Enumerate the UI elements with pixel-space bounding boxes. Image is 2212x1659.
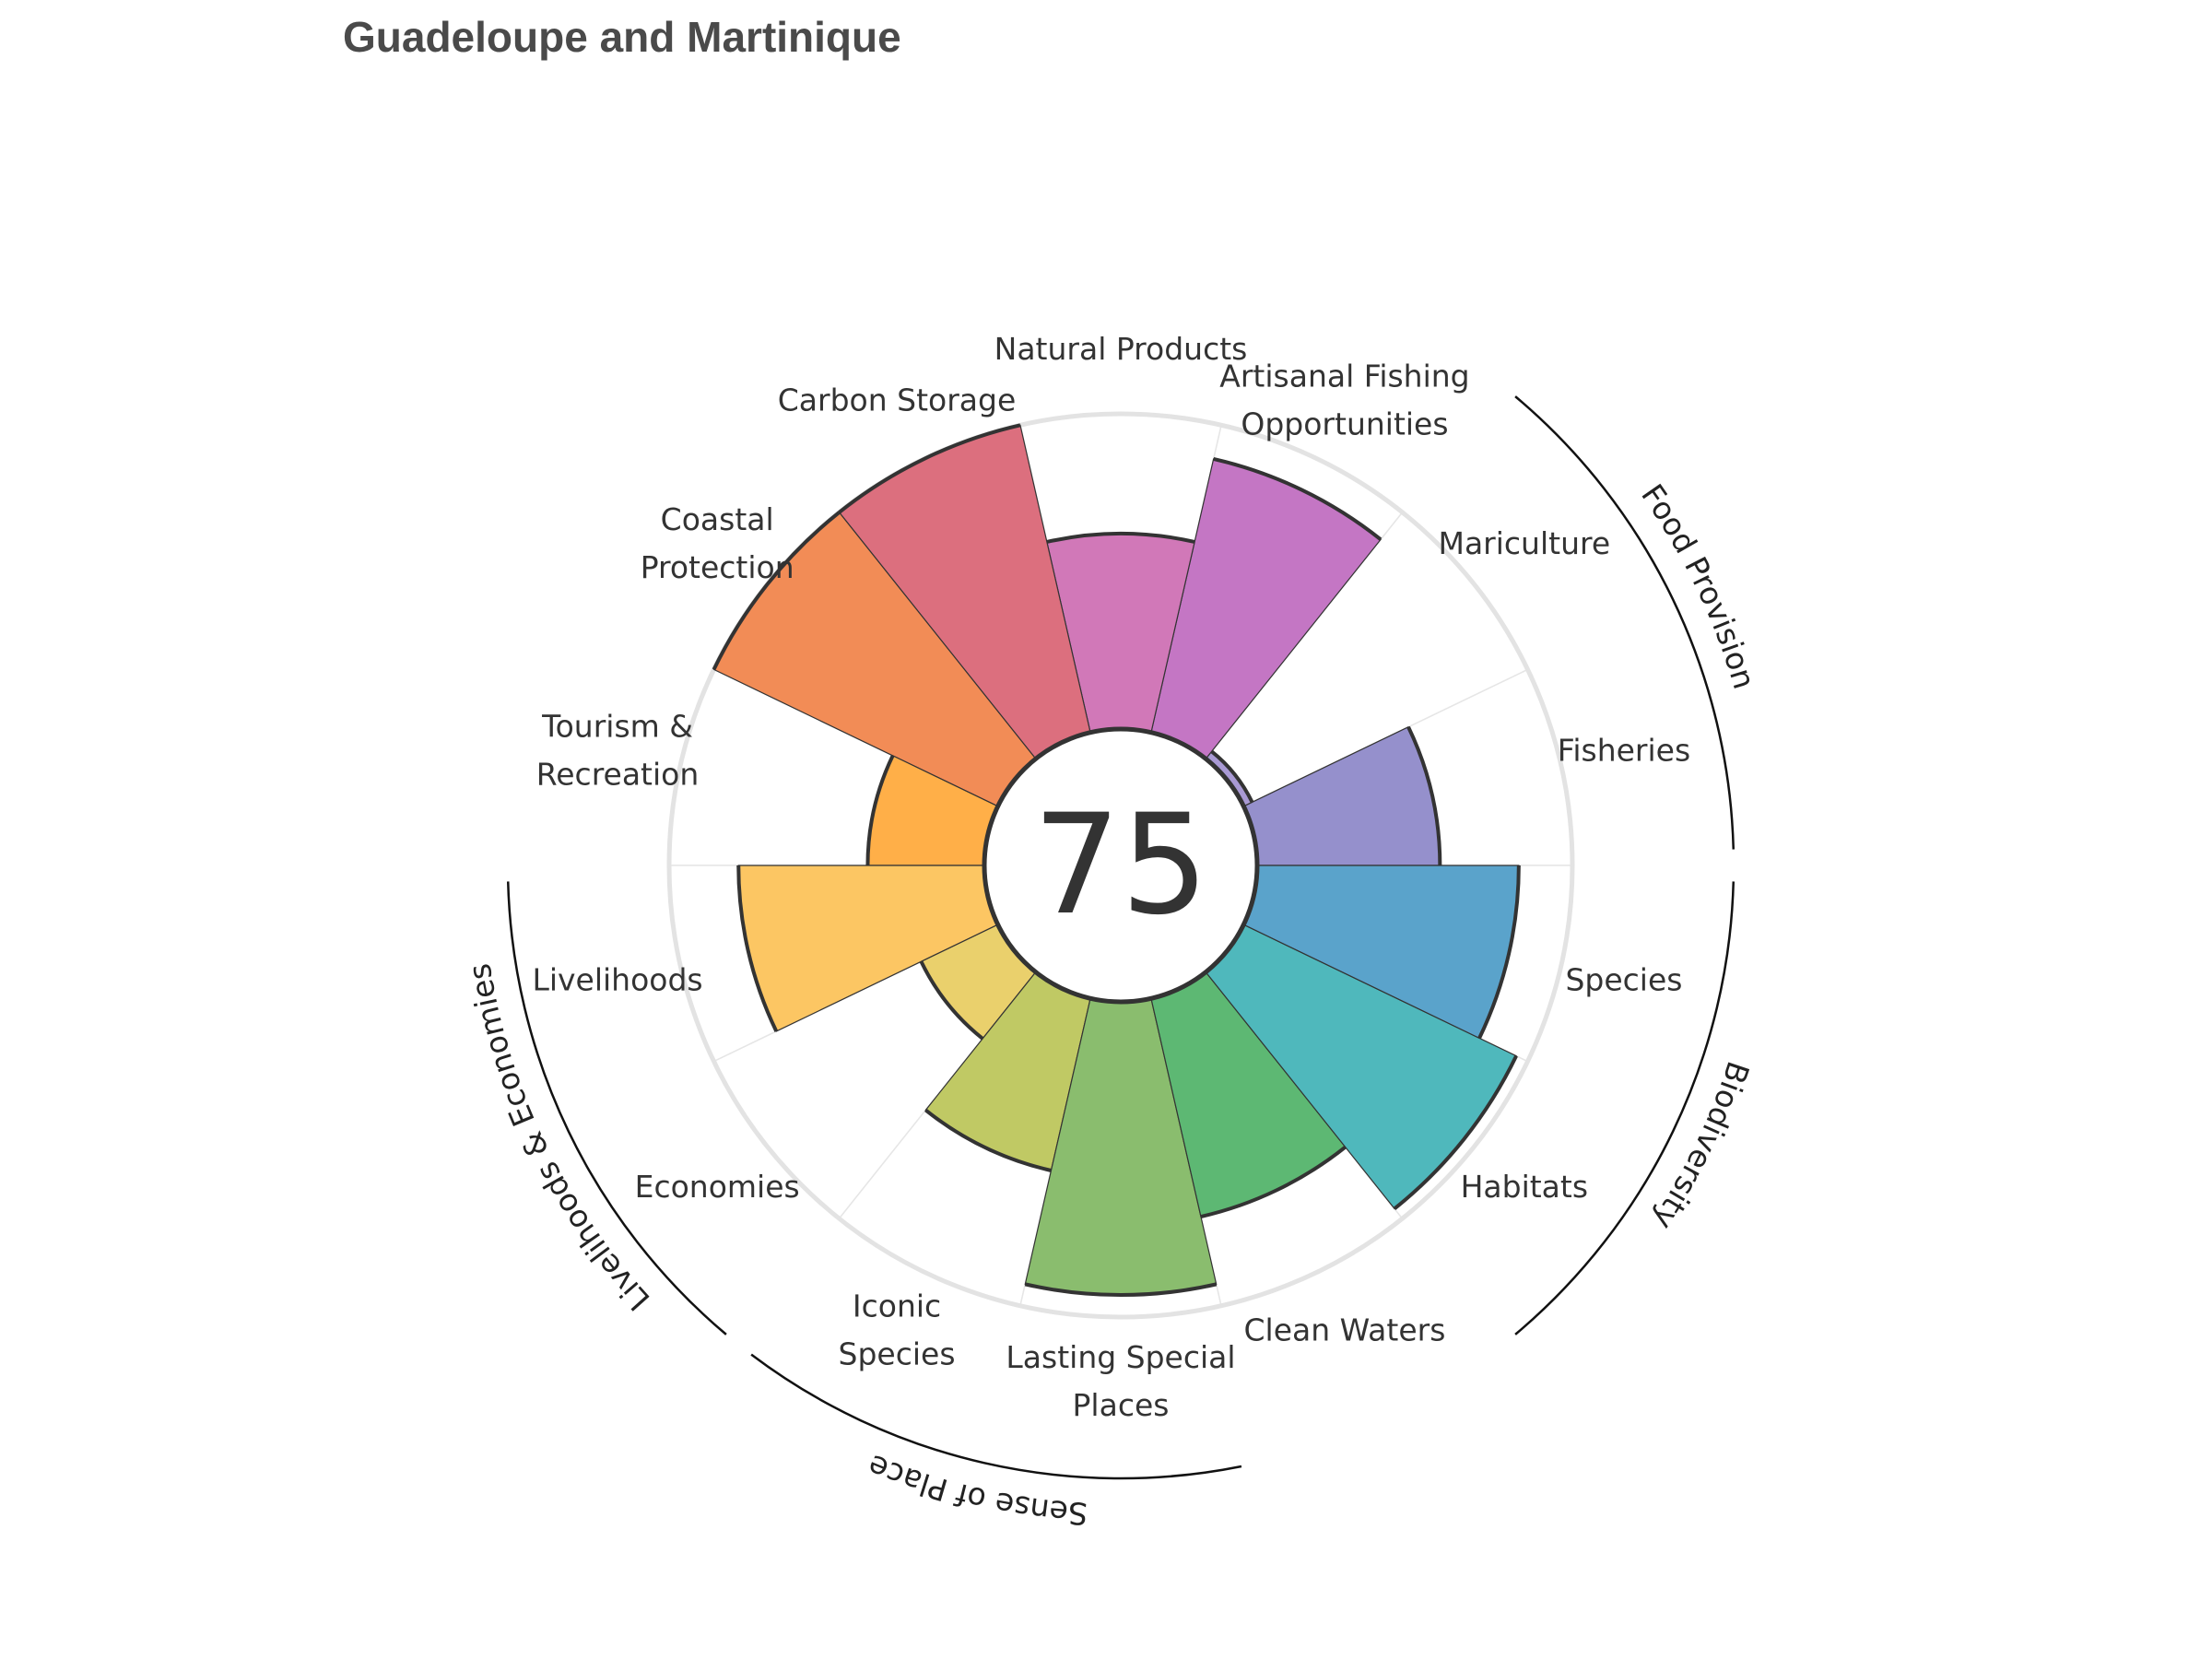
goal-label-livelihoods: Livelihoods	[532, 962, 702, 998]
goal-label-line: Lasting Special	[1006, 1339, 1235, 1375]
group-arc-biodiversity	[1514, 881, 1735, 1335]
chart-title: Guadeloupe and Martinique	[343, 13, 901, 61]
petal-edge-natural-products	[1046, 532, 1195, 544]
outer-ring	[666, 411, 1575, 1320]
goal-label-line: Species	[839, 1336, 956, 1372]
petals	[712, 424, 1520, 1296]
petal-edge-species	[1477, 865, 1521, 1040]
group-label-biodiversity: Biodiversity	[1646, 1057, 1757, 1236]
goal-label-line: Artisanal Fishing	[1219, 358, 1469, 394]
petal-edge-clean-waters	[1200, 1145, 1347, 1218]
goal-label-fisheries: Fisheries	[1558, 732, 1690, 768]
petal-edge-economies	[919, 960, 984, 1041]
goal-label-line: Mariculture	[1438, 525, 1610, 561]
goal-label-line: Opportunities	[1241, 406, 1448, 441]
goal-label-line: Tourism &	[541, 708, 693, 744]
goal-label-line: Recreation	[536, 756, 699, 792]
goal-label-coastal-protection: Coastal Protection	[641, 501, 794, 585]
group-arc-sense-of-place	[750, 1353, 1242, 1480]
goal-label-natural-products: Natural Products	[994, 331, 1248, 367]
petal-edge-carbon-storage	[838, 423, 1021, 514]
goal-label-line: Habitats	[1461, 1169, 1588, 1205]
goal-label-line: Livelihoods	[532, 962, 702, 998]
goal-label-iconic-species: Iconic Species	[839, 1288, 956, 1372]
goal-label-line: Coastal	[661, 501, 774, 537]
goal-label-line: Protection	[641, 549, 794, 585]
goal-label-line: Species	[1565, 962, 1682, 998]
goal-label-artisanal-fishing-opportunities: Artisanal Fishing Opportunities	[1219, 358, 1469, 441]
petal-edge-lasting-special-places	[1024, 1282, 1218, 1298]
goal-label-line: Clean Waters	[1244, 1312, 1446, 1348]
goal-label-species: Species	[1565, 962, 1682, 998]
goal-label-line: Natural Products	[994, 331, 1248, 367]
center-score: 75	[1033, 785, 1209, 946]
center-circle	[982, 726, 1260, 1005]
petal-edge-iconic-species	[924, 1108, 1052, 1172]
petal-edge-livelihoods	[736, 865, 779, 1032]
goal-label-mariculture: Mariculture	[1438, 525, 1610, 561]
goal-label-clean-waters: Clean Waters	[1244, 1312, 1446, 1348]
petal-edge-habitats	[1393, 1054, 1518, 1210]
goal-label-tourism-recreation: Tourism & Recreation	[536, 708, 699, 792]
goal-label-lasting-special-places: Lasting Special Places	[1006, 1339, 1235, 1423]
group-label-livelihoods-economies: Livelihoods & Economies	[461, 961, 656, 1318]
goal-label-line: Places	[1073, 1387, 1170, 1423]
goal-label-habitats: Habitats	[1461, 1169, 1588, 1205]
goal-label-carbon-storage: Carbon Storage	[778, 382, 1017, 418]
group-label-text: Livelihoods & Economies	[461, 961, 656, 1318]
goal-label-line: Fisheries	[1558, 732, 1690, 768]
group-label-text: Biodiversity	[1646, 1057, 1757, 1236]
petal-edge-artisanal-fishing-opportunities	[1213, 457, 1382, 541]
goal-labels: Fisheries Mariculture Artisanal Fishing Opp…	[532, 331, 1690, 1423]
petal-edge-coastal-protection	[712, 511, 841, 671]
goal-label-line: Iconic	[853, 1288, 941, 1324]
group-arc-food-provision	[1514, 395, 1735, 850]
petal-outlines	[712, 423, 1521, 1298]
petal-edge-fisheries	[1406, 725, 1442, 866]
goal-label-line: Carbon Storage	[778, 382, 1017, 418]
goal-label-economies: Economies	[635, 1169, 800, 1205]
goal-label-line: Economies	[635, 1169, 800, 1205]
petal-edge-mariculture	[1210, 749, 1254, 804]
petal-edge-tourism-recreation	[865, 755, 895, 866]
group-arc-livelihoods-economies	[506, 881, 727, 1335]
